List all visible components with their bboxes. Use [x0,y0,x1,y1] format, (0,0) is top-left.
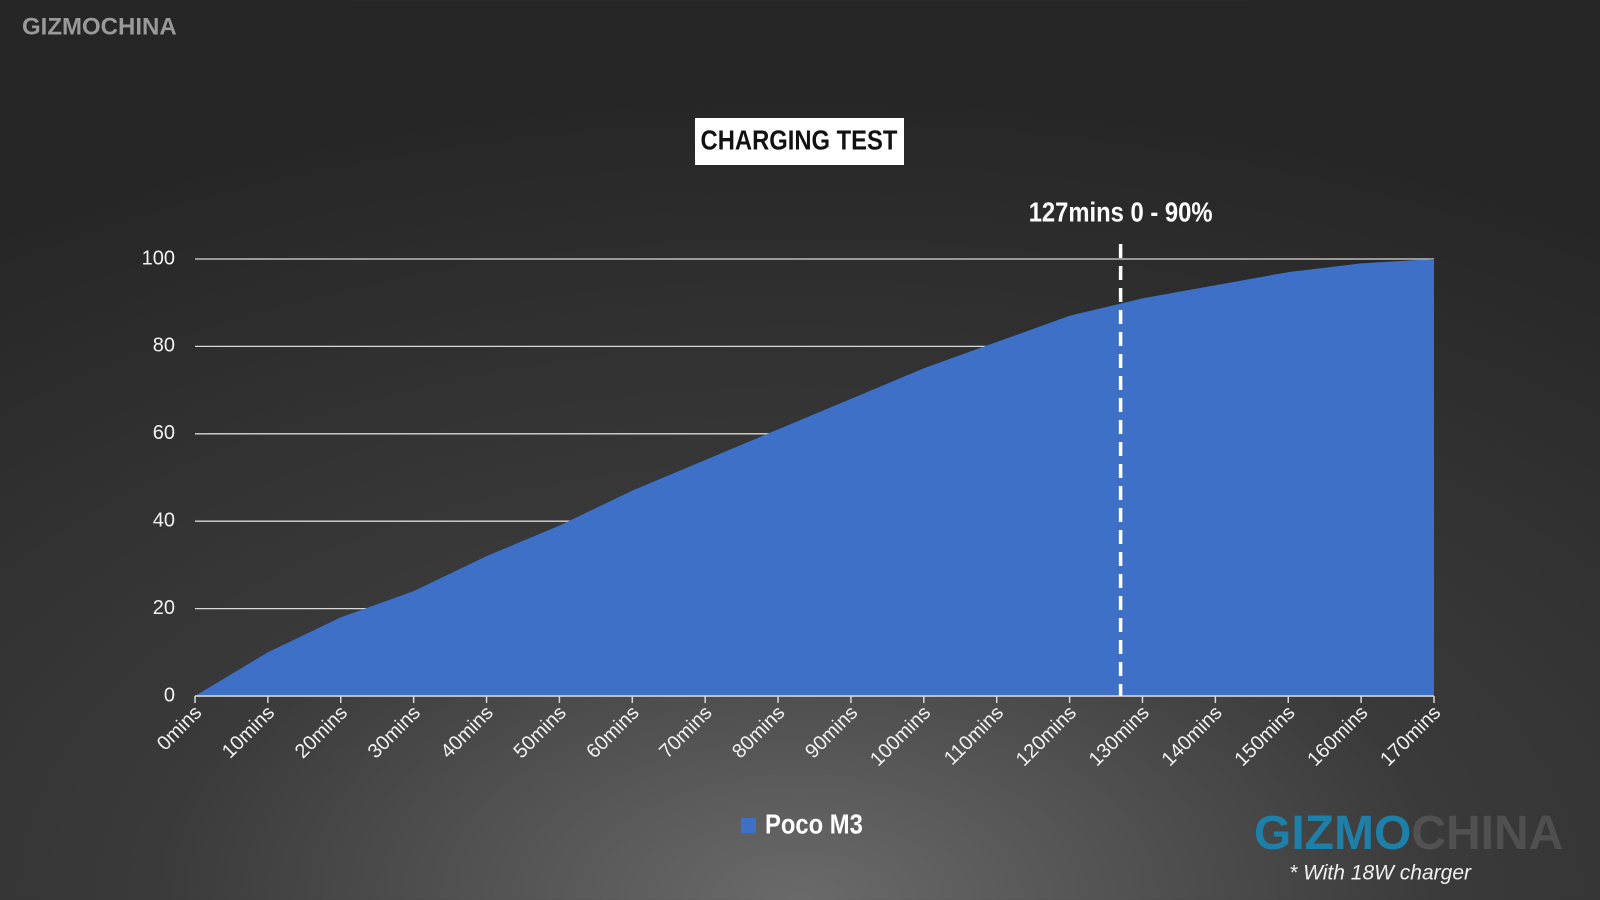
watermark: GIZMOCHINA [1254,807,1563,860]
x-tick-label: 150mins [1230,702,1299,771]
y-tick-label: 20 [153,597,175,619]
y-tick-label: 100 [142,247,175,269]
y-tick-label: 80 [153,335,175,357]
watermark: GIZMOCHINA [22,13,177,40]
x-tick-label: 30mins [364,702,425,763]
x-tick-label: 160mins [1303,702,1372,771]
x-tick-label: 90mins [801,702,862,763]
x-tick-label: 20mins [291,702,352,763]
y-tick-label: 60 [153,422,175,444]
watermark-part: GIZMO [1254,807,1411,860]
x-tick-label: 10mins [218,702,279,763]
x-tick-label: 130mins [1085,702,1154,771]
x-tick-label: 120mins [1012,702,1081,771]
x-tick-label: 60mins [582,702,643,763]
y-tick-label: 0 [164,684,175,706]
annotation: 127mins 0 - 90% [1029,196,1213,228]
x-tick-label: 0mins [153,702,206,755]
x-tick-label: 70mins [655,702,716,763]
legend-label: Poco M3 [765,808,863,840]
x-tick-label: 80mins [728,702,789,763]
x-tick-label: 140mins [1158,702,1227,771]
area [195,259,1434,696]
x-tick-label: 170mins [1376,702,1445,771]
x-tick-label: 40mins [437,702,498,763]
x-tick-label: 100mins [866,702,935,771]
watermark-part: CHINA [1411,807,1563,860]
footnote: * With 18W charger [1289,862,1472,885]
title-box [695,118,904,165]
x-tick-label: 110mins [940,702,1008,770]
chart-title: CHARGING TEST [701,124,898,156]
legend-swatch [741,818,756,833]
y-tick-label: 40 [153,509,175,531]
x-tick-label: 50mins [510,702,571,763]
